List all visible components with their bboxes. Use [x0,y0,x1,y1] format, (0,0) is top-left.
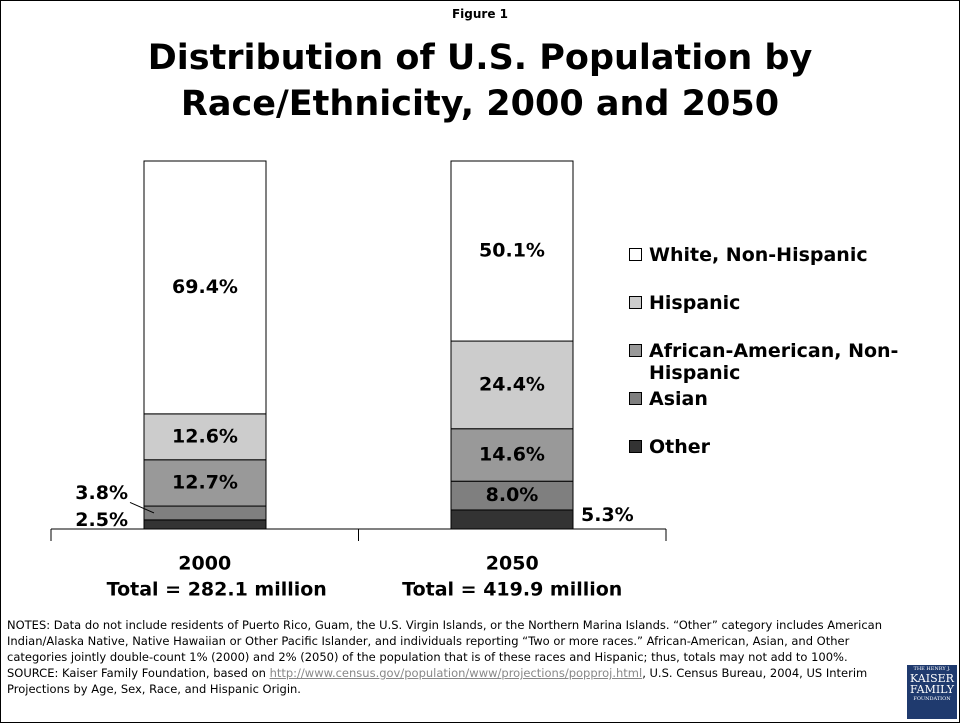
legend-swatch [629,296,642,309]
legend-entry: White, Non-Hispanic [629,244,914,266]
bar-segment [143,505,267,521]
value-label: 12.6% [172,425,238,447]
value-label: 50.1% [479,240,545,262]
logo: THE HENRY J. KAISER FAMILY FOUNDATION [907,665,957,719]
bar-segment [143,160,267,415]
value-label: 2.5% [75,509,128,531]
legend-entry: Asian [629,388,914,410]
legend-label: Asian [649,388,708,410]
figure-label: Figure 1 [451,7,509,21]
value-label: 5.3% [581,504,634,526]
x-tick-label: 2050 [486,553,539,575]
chart: 2.5% 3.8% 12.7% 12.6% 69.4% 2000 Total = 282.1… [50,160,667,601]
value-label: 12.7% [172,471,238,493]
notes-text: NOTES: Data do not include residents of … [7,618,882,664]
legend-swatch [629,248,642,261]
category-total: Total = 282.1 million [107,579,327,601]
legend-label: African-American, Non-Hispanic [649,340,899,384]
value-label: 14.6% [479,443,545,465]
logo-text: THE HENRY J. [913,666,951,672]
legend-swatch [629,392,642,405]
leader-line [129,501,155,514]
value-label: 69.4% [172,276,238,298]
legend-entry: Hispanic [629,292,914,314]
legend-entry: African-American, Non-Hispanic [629,340,914,384]
bar-segment [450,160,574,342]
logo-text: FAMILY [909,683,955,696]
logo-text: FOUNDATION [913,696,951,702]
value-label: 3.8% [75,482,128,504]
bar-segment [450,428,574,482]
notes: NOTES: Data do not include residents of … [7,617,887,697]
value-label: 8.0% [486,484,539,506]
value-label: 24.4% [479,373,545,395]
source: SOURCE: Kaiser Family Foundation, based … [7,665,887,697]
legend-label: Hispanic [649,292,741,314]
logo-text: KAISER [910,672,954,685]
legend-swatch [629,440,642,453]
category-total: Total = 419.9 million [402,579,622,601]
bar-segment [143,519,267,530]
chart-title: Distribution of U.S. Population by Race/… [147,38,813,124]
source-prefix: SOURCE: Kaiser Family Foundation, based … [7,666,270,680]
bar-segment [450,509,574,530]
legend-entry: Other [629,436,914,458]
legend-label: White, Non-Hispanic [649,244,868,266]
source-suffix: , U.S. Census Bureau, 2004, US Interim P… [7,666,868,696]
legend-swatch [629,344,642,357]
bar-segment [450,340,574,430]
source-link[interactable]: http://www.census.gov/population/www/pro… [269,666,643,680]
legend-label: Other [649,436,711,458]
x-tick-label: 2000 [178,553,231,575]
